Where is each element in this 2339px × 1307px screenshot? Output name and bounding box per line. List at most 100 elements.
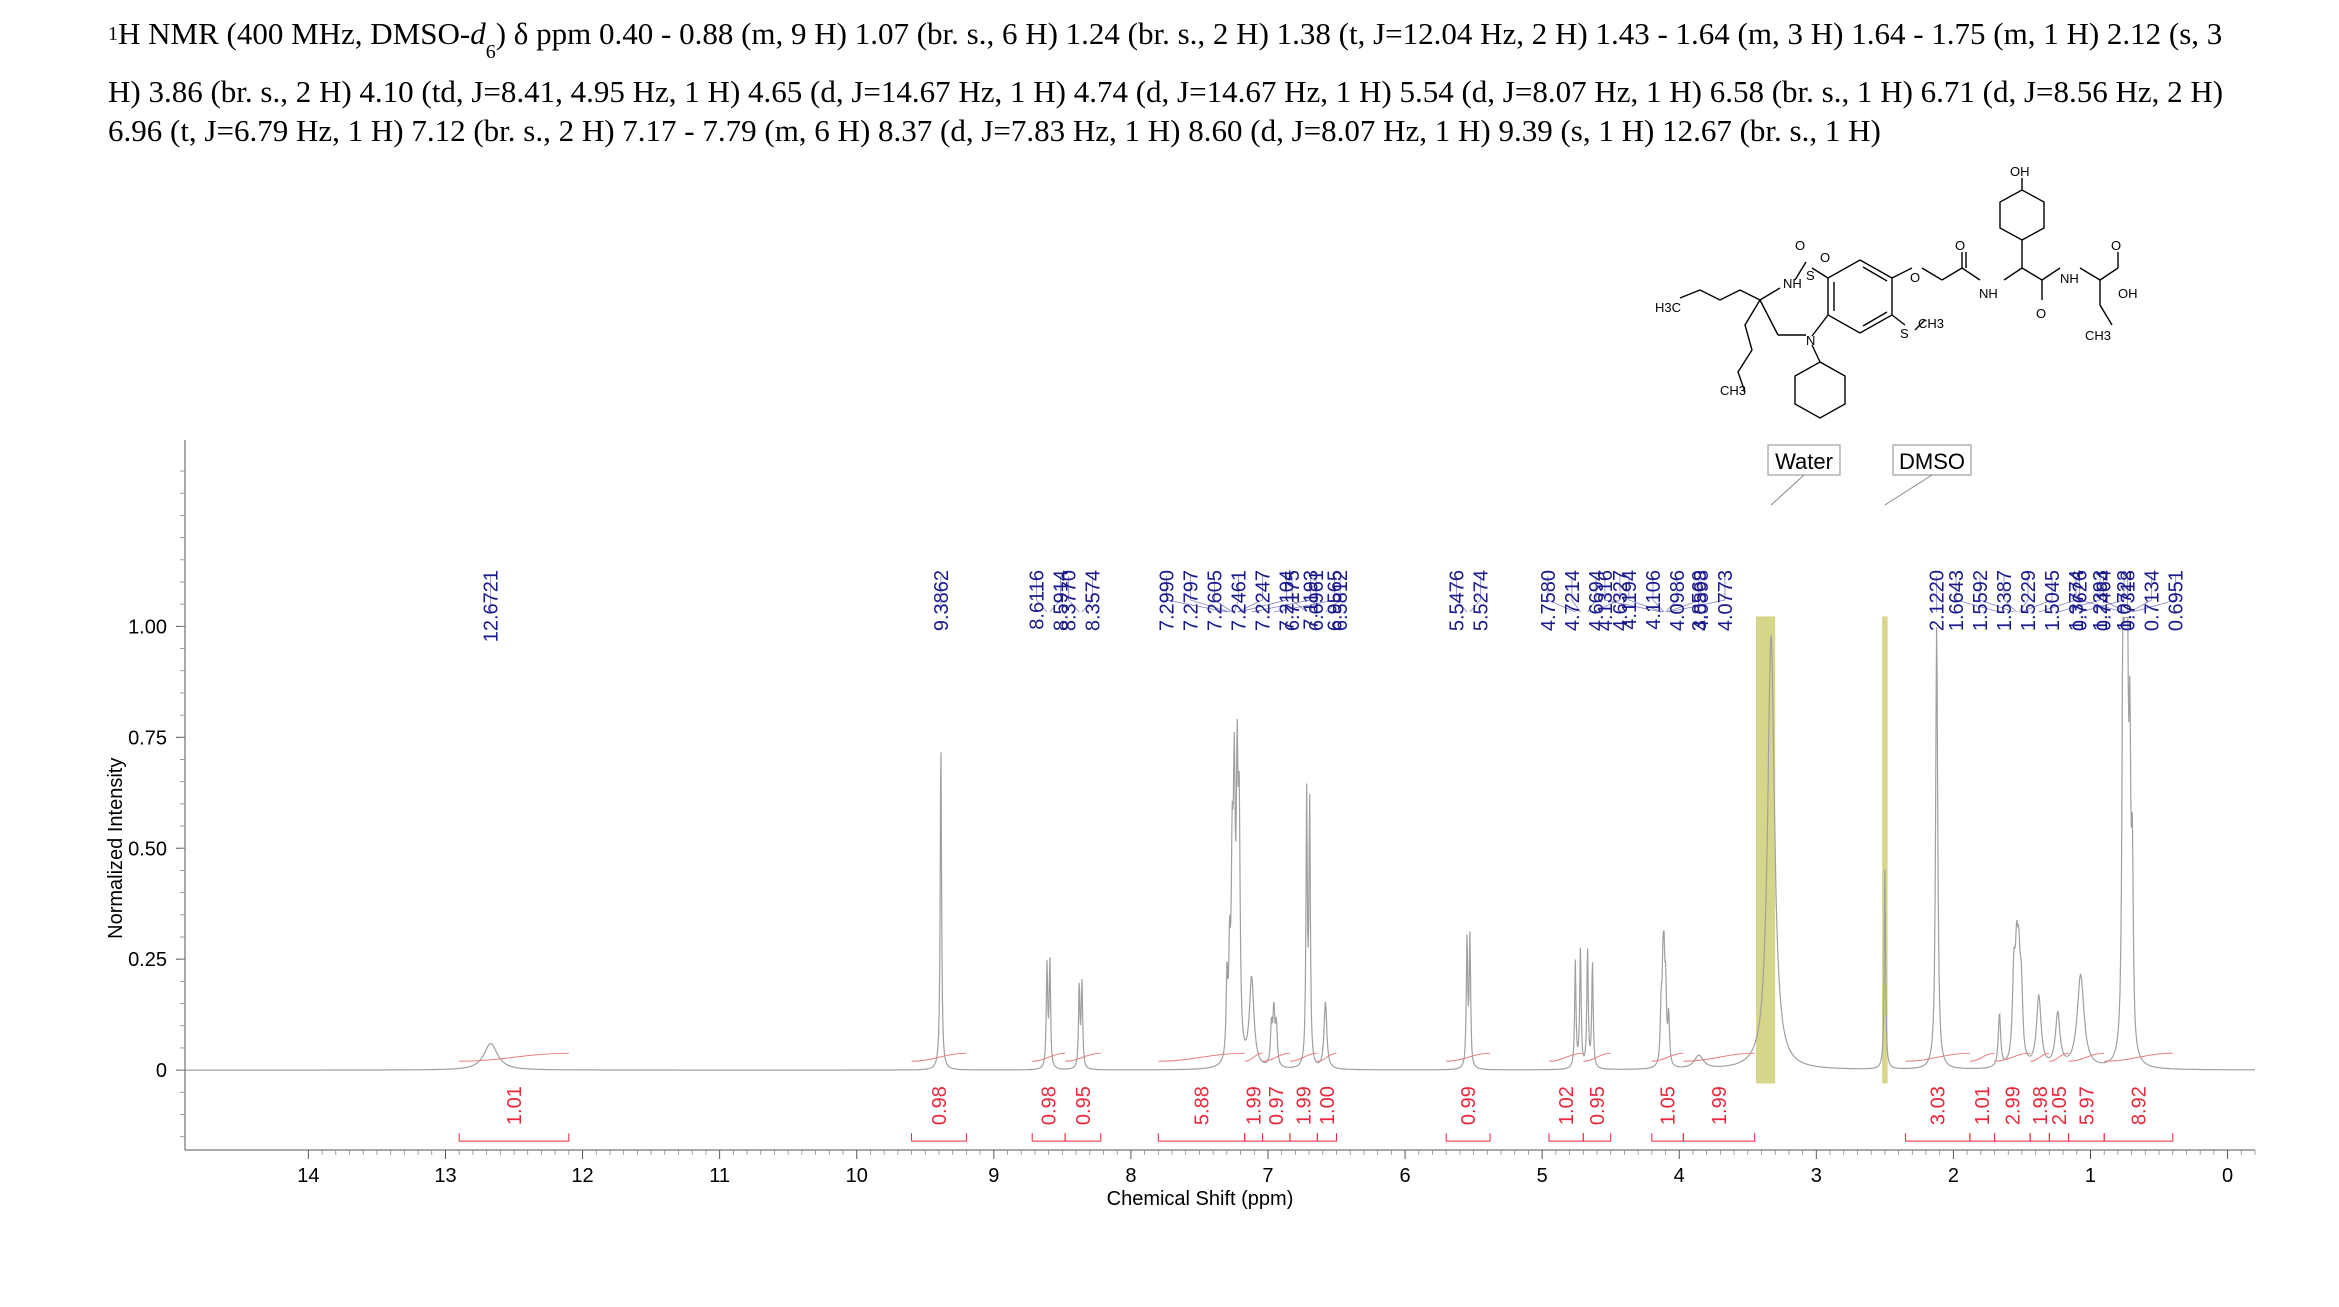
integral-bracket — [2103, 1133, 2174, 1142]
structure-bond — [2099, 267, 2119, 281]
peak-label-leader — [1668, 576, 1726, 613]
peak-label: 0.6951 — [2166, 570, 2188, 631]
peak-label: 4.6327 — [1610, 570, 1632, 631]
nmr-description: 1H NMR (400 MHz, DMSO-d6) δ ppm 0.40 - 0… — [108, 14, 2258, 150]
x-tick-label: 9 — [988, 1165, 999, 1187]
structure-atom-label: S — [1806, 268, 1815, 283]
structure-bond — [1961, 267, 1981, 281]
integral-curve — [1244, 1052, 1263, 1062]
integral-bracket — [1582, 1133, 1612, 1142]
description-close-paren: ) — [495, 16, 507, 51]
integral-bracket — [1969, 1133, 1996, 1142]
peak-label: 1.0722 — [2114, 570, 2136, 631]
peak-label-leader — [1571, 576, 1581, 613]
structure-atom-label: H3C — [1655, 300, 1681, 315]
peak-label: 4.7214 — [1562, 570, 1584, 631]
solvent-band — [1882, 616, 1888, 1084]
structure-bond — [2099, 304, 2113, 326]
peak-label: 7.1193 — [1300, 570, 1322, 630]
peak-label: 1.2393 — [2090, 570, 2112, 631]
solvent-label-leader — [1770, 474, 1805, 506]
peak-label-leader — [1036, 576, 1048, 613]
structure-bond — [1794, 261, 1807, 281]
integral-value: 0.98 — [929, 1086, 951, 1125]
peak-label-leader — [1587, 576, 1597, 613]
peak-label-leader — [1325, 576, 1341, 613]
structure-ring-phenyl — [1794, 361, 1846, 419]
spectrum-line — [185, 616, 2255, 1071]
integral-bracket — [1244, 1133, 1263, 1142]
structure-ring-tyrosine — [1999, 189, 2045, 241]
integral-value: 5.88 — [1191, 1086, 1213, 1125]
solvent-label-box — [1767, 444, 1841, 476]
peak-label-leader — [1068, 576, 1080, 613]
peak-label-leader — [2021, 576, 2053, 613]
y-tick-label: 0 — [156, 1060, 167, 1082]
structure-bond — [1811, 344, 1821, 363]
integral-bracket — [911, 1133, 967, 1142]
integral-bracket — [1064, 1133, 1102, 1142]
peak-label: 8.5914 — [1050, 570, 1072, 631]
structure-atom-label: CH3 — [1720, 383, 1746, 398]
structure-atom-label: NH — [1979, 286, 1998, 301]
structure-bond — [1811, 267, 1829, 279]
structure-bond — [1941, 267, 1963, 281]
structure-atom-label: O — [2036, 306, 2046, 321]
peak-label: 1.5229 — [2018, 570, 2040, 631]
peak-label: 9.3862 — [931, 570, 953, 631]
integral-curve — [1032, 1052, 1066, 1062]
peak-label-leader — [1456, 576, 1468, 613]
peak-label-leader — [1666, 576, 1702, 613]
integral-curve — [1683, 1052, 1755, 1062]
peak-label-leader — [1049, 576, 1061, 613]
peak-label: 2.1220 — [1927, 570, 1949, 631]
integral-curve — [459, 1052, 569, 1062]
structure-atom-label: O — [1910, 270, 1920, 285]
integral-value: 1.02 — [1556, 1086, 1578, 1125]
x-tick-label: 13 — [434, 1165, 456, 1187]
structure-ring-central — [1827, 259, 1893, 334]
peak-label-leader — [2129, 576, 2153, 613]
integral-curve — [1583, 1052, 1611, 1062]
peak-label-leader — [2057, 576, 2101, 613]
solvent-band — [1756, 616, 1776, 1084]
spectrum-group — [185, 616, 2255, 1071]
integral-value: 0.95 — [1073, 1086, 1095, 1125]
integral-value: 0.97 — [1266, 1086, 1288, 1125]
solvent-bands — [1756, 616, 1888, 1084]
x-tick-label: 2 — [1948, 1165, 1959, 1187]
integral-curve — [1289, 1052, 1318, 1062]
structure-atom-label: O — [1795, 238, 1805, 253]
structure-bond — [2003, 267, 2023, 281]
integral-bracket — [1316, 1133, 1338, 1142]
x-tick-label: 12 — [571, 1165, 593, 1187]
solvent-label: DMSO — [1899, 449, 1965, 474]
peak-label: 4.0773 — [1715, 570, 1737, 631]
y-tick-label: 0.75 — [128, 727, 167, 749]
solvent-d-letter: d — [470, 16, 486, 51]
peak-label-leader — [1604, 576, 1662, 613]
structure-bond — [1891, 314, 1906, 326]
integral-value: 1.01 — [1972, 1086, 1994, 1125]
peak-label: 4.0986 — [1667, 570, 1689, 631]
integral-bracket — [1682, 1133, 1756, 1142]
y-tick-label: 0.50 — [128, 838, 167, 860]
peak-label: 6.9565 — [1324, 570, 1346, 631]
peak-label: 7.2104 — [1276, 570, 1298, 631]
peak-label: 1.3774 — [2066, 570, 2088, 631]
integral-value: 1.99 — [1244, 1086, 1266, 1125]
structure-atom-label: O — [2111, 238, 2121, 253]
y-axis-title: Normalized Intensity — [105, 758, 127, 939]
peak-label: 7.2461 — [1228, 570, 1250, 631]
integral-curve — [1158, 1052, 1245, 1062]
structure-bond — [1759, 287, 1781, 301]
peak-label-leader — [1628, 576, 1664, 613]
structure-bond — [2021, 267, 2043, 281]
integral-bracket — [1651, 1133, 1684, 1142]
peak-label-leader — [1652, 576, 1665, 613]
solvent-label-group: Water DMSO — [1767, 444, 1972, 506]
description-prefix: H NMR (400 MHz, DMSO- — [118, 16, 471, 51]
integral-curve — [1994, 1052, 2031, 1062]
